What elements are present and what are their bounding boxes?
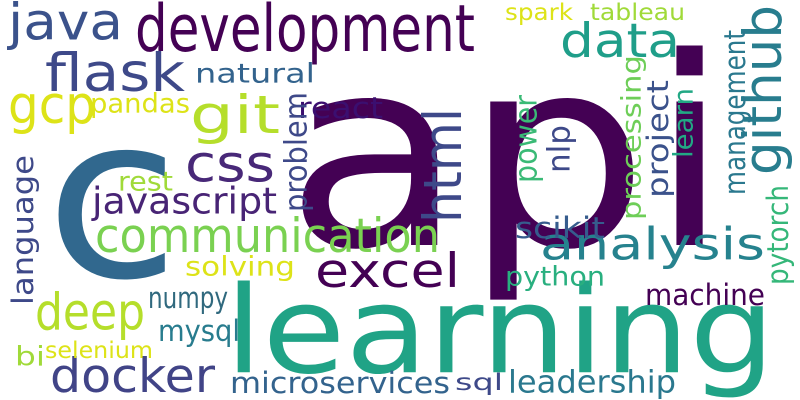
word-problem: problem (279, 92, 315, 212)
word-development: development (135, 0, 475, 67)
word-gcp: gcp (8, 75, 96, 136)
word-pandas: pandas (90, 90, 190, 120)
word-learn: learn (670, 88, 700, 158)
word-analysis: analysis (540, 219, 765, 270)
word-solving: solving (185, 253, 295, 283)
word-nlp: nlp (542, 125, 578, 173)
word-flask: flask (45, 43, 186, 104)
word-docker: docker (50, 349, 216, 400)
word-spark: spark (505, 0, 574, 26)
word-machine: machine (645, 278, 765, 312)
word-language: language (6, 155, 40, 305)
word-html: html (413, 108, 474, 223)
word-sql: sql (455, 370, 503, 396)
word-bi: bi (15, 343, 45, 373)
word-javascript: javascript (91, 180, 277, 223)
word-selenium: selenium (45, 338, 153, 364)
word-management: management (718, 30, 752, 195)
word-css: css (185, 134, 275, 193)
word-excel: excel (315, 244, 460, 299)
word-pytorch: pytorch (761, 185, 795, 285)
word-processing: processing (618, 55, 648, 220)
word-natural: natural (195, 60, 315, 90)
word-learning: learning (225, 261, 775, 400)
word-power: power (509, 95, 545, 183)
word-communication: communication (95, 209, 440, 264)
word-rest: rest (118, 168, 173, 198)
word-scikit: scikit (515, 211, 605, 245)
word-github: github (733, 5, 794, 175)
word-python: python (505, 263, 605, 293)
word-java: java (7, 0, 123, 51)
word-data: data (560, 14, 680, 69)
word-react: react (298, 91, 383, 125)
word-project: project (641, 80, 675, 198)
word-numpy: numpy (148, 281, 228, 315)
word-c: c (45, 67, 180, 330)
word-git: git (190, 85, 280, 146)
word-leadership: leadership (508, 365, 676, 400)
word-mysql: mysql (158, 314, 240, 348)
word-api: api (285, 1, 730, 307)
word-microservices: microservices (230, 366, 450, 400)
word-deep: deep (35, 282, 145, 341)
word-tableau: tableau (590, 0, 685, 26)
